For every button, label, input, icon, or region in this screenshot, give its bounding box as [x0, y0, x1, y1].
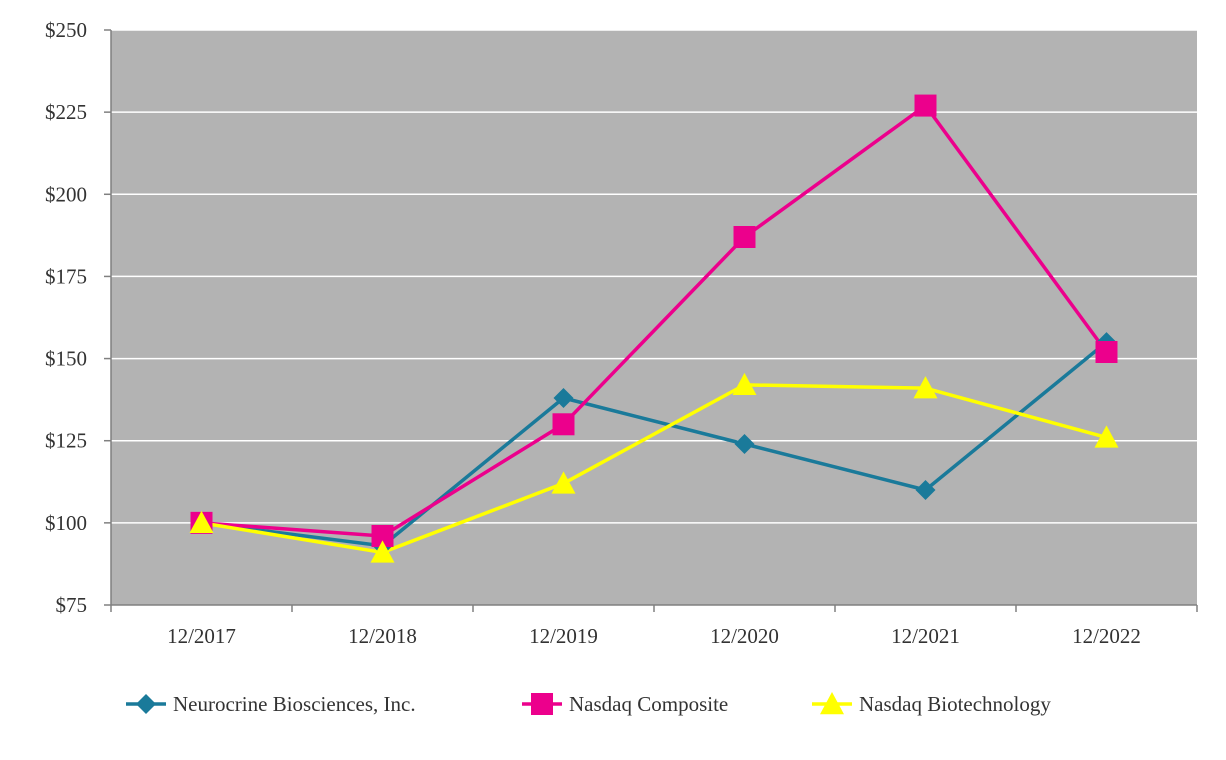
data-point-diamond: [553, 388, 574, 408]
y-tick-label: $150: [45, 347, 87, 371]
data-point-triangle: [551, 471, 576, 494]
x-tick-label: 12/2022: [1072, 624, 1141, 648]
series-lines: [201, 103, 1108, 555]
data-point-triangle: [1094, 425, 1119, 448]
grid-lines: [111, 29, 1197, 524]
data-point-triangle: [913, 376, 938, 399]
legend-diamond-icon: [136, 694, 156, 714]
y-tick-label: $125: [45, 429, 87, 453]
series-line-0: [201, 340, 1108, 548]
data-point-triangle: [189, 510, 214, 534]
data-point-square: [1095, 341, 1118, 363]
x-tick-label: 12/2019: [529, 624, 598, 648]
y-tick-label: $200: [45, 182, 87, 206]
y-tick-label: $75: [56, 593, 88, 617]
x-tick-label: 12/2018: [348, 624, 417, 648]
x-tick-label: 12/2021: [891, 624, 960, 648]
data-point-diamond: [915, 480, 936, 500]
data-point-square: [914, 94, 937, 117]
y-tick-label: $175: [45, 264, 87, 288]
x-tick-label: 12/2017: [167, 624, 236, 648]
legend: Neurocrine Biosciences, Inc. Nasdaq Compo…: [126, 692, 1051, 716]
legend-label: Nasdaq Composite: [569, 692, 728, 716]
data-point-square: [371, 525, 394, 547]
data-point-diamond: [734, 434, 755, 454]
x-axis-ticks: 12/2017 12/2018 12/2019 12/2020 12/2021 12/20…: [110, 605, 1198, 648]
data-point-triangle: [370, 540, 395, 563]
y-tick-label: $100: [45, 511, 87, 535]
legend-square-icon: [531, 693, 553, 715]
x-tick-label: 12/2020: [710, 624, 779, 648]
series-line-2: [201, 383, 1107, 555]
data-point-square: [552, 413, 575, 436]
series-markers: [189, 94, 1119, 563]
y-axis-ticks: $75 $100 $125 $150 $175 $200 $225 $250: [45, 18, 111, 617]
data-point-square: [733, 226, 756, 248]
y-tick-label: $250: [45, 18, 87, 42]
series-line-1: [201, 103, 1108, 538]
legend-triangle-icon: [820, 692, 844, 715]
plot-area: [111, 30, 1197, 605]
legend-label: Nasdaq Biotechnology: [859, 692, 1051, 716]
y-tick-label: $225: [45, 100, 87, 124]
data-point-triangle: [732, 372, 757, 396]
legend-label: Neurocrine Biosciences, Inc.: [173, 692, 416, 716]
